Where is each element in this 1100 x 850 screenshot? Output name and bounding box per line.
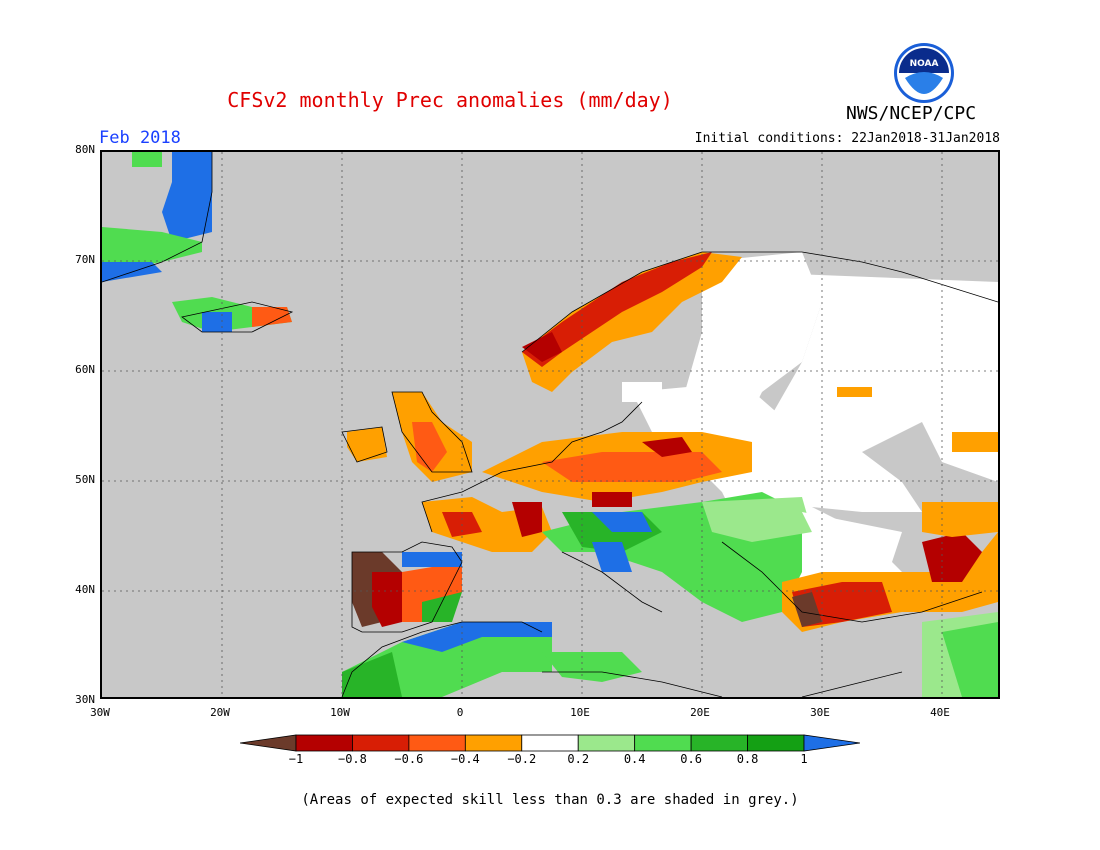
noaa-logo-text: NOAA (910, 59, 939, 69)
legend-label: 1 (800, 752, 808, 766)
chart-title: CFSv2 monthly Prec anomalies (mm/day) (227, 88, 673, 112)
legend-label: −0.4 (450, 752, 480, 766)
legend-swatch (690, 734, 748, 752)
agency-label: NWS/NCEP/CPC (846, 103, 977, 124)
lon-label: 20W (210, 706, 230, 719)
legend-label: −0.8 (337, 752, 367, 766)
legend-label: 0.2 (567, 752, 590, 766)
lon-label: 20E (690, 706, 710, 719)
lat-label: 70N (75, 253, 95, 266)
initial-conditions: Initial conditions: 22Jan2018-31Jan2018 (694, 131, 1000, 146)
lat-label: 60N (75, 363, 95, 376)
lon-label: 10W (330, 706, 350, 719)
lon-label: 10E (570, 706, 590, 719)
legend-label: 0.6 (680, 752, 702, 766)
lat-label: 80N (75, 143, 95, 156)
forecast-month: Feb 2018 (99, 128, 181, 148)
legend-swatch (464, 734, 523, 752)
legend-swatch (521, 734, 579, 752)
legend-swatch (352, 734, 410, 752)
lat-label: 30N (75, 693, 95, 706)
grid (102, 152, 998, 697)
lon-label: 40E (930, 706, 950, 719)
skill-note: (Areas of expected skill less than 0.3 a… (301, 792, 799, 808)
legend-swatch (747, 734, 805, 752)
legend-swatch (408, 734, 466, 752)
legend-swatch (239, 734, 297, 752)
lon-label: 30W (90, 706, 110, 719)
lat-label: 50N (75, 473, 95, 486)
lon-label: 0 (456, 706, 464, 719)
color-legend (239, 733, 861, 753)
legend-swatch (577, 734, 636, 752)
legend-label: 0.4 (623, 752, 646, 766)
legend-swatch (803, 734, 861, 752)
lat-label: 40N (75, 583, 95, 596)
legend-label: 0.8 (736, 752, 759, 766)
map-svg (102, 152, 998, 697)
anomaly-cells (102, 152, 998, 697)
legend-swatch (634, 734, 692, 752)
legend-label: −1 (288, 752, 304, 766)
anomaly-map (100, 150, 1000, 699)
legend-swatch (295, 734, 353, 752)
legend-label: −0.6 (394, 752, 424, 766)
lon-label: 30E (810, 706, 830, 719)
noaa-logo: NOAA (893, 42, 955, 104)
legend-label: −0.2 (507, 752, 537, 766)
